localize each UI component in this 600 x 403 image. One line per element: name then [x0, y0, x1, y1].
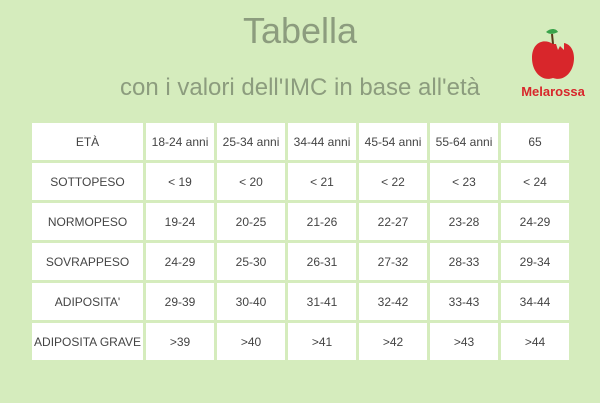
cell: >42	[359, 323, 427, 360]
title: Tabella	[242, 10, 358, 51]
cell: < 21	[288, 163, 356, 200]
cell: 55-64 anni	[430, 123, 498, 160]
cell: >40	[217, 323, 285, 360]
cell: 65	[501, 123, 569, 160]
cell: 29-39	[146, 283, 214, 320]
table-row: ADIPOSITA GRAVE >39 >40 >41 >42 >43 >44	[32, 323, 569, 360]
cell: >41	[288, 323, 356, 360]
cell: 24-29	[501, 203, 569, 240]
row-label: NORMOPESO	[32, 203, 143, 240]
cell: 29-34	[501, 243, 569, 280]
cell: 18-24 anni	[146, 123, 214, 160]
logo-apple	[532, 29, 574, 79]
cell: < 23	[430, 163, 498, 200]
brand: Melarossa	[521, 84, 585, 99]
subtitle: con i valori dell'IMC in base all'età	[120, 74, 480, 101]
cell: 33-43	[430, 283, 498, 320]
cell: 27-32	[359, 243, 427, 280]
header-row: ETÀ 18-24 anni 25-34 anni 34-44 anni 45-54 a…	[32, 123, 569, 160]
cell: 20-25	[217, 203, 285, 240]
table-row: SOVRAPPESO 24-29 25-30 26-31 27-32 28-33 29-34	[32, 243, 569, 280]
cell: < 24	[501, 163, 569, 200]
bmi-table: ETÀ 18-24 anni 25-34 anni 34-44 anni 45-54 a…	[29, 120, 572, 363]
cell: 34-44	[501, 283, 569, 320]
cell: < 20	[217, 163, 285, 200]
cell: 28-33	[430, 243, 498, 280]
cell: >44	[501, 323, 569, 360]
cell: 45-54 anni	[359, 123, 427, 160]
cell: 21-26	[288, 203, 356, 240]
row-label: SOVRAPPESO	[32, 243, 143, 280]
row-label: ADIPOSITA GRAVE	[32, 323, 143, 360]
cell: 24-29	[146, 243, 214, 280]
cell: 23-28	[430, 203, 498, 240]
cell: >39	[146, 323, 214, 360]
cell: 34-44 anni	[288, 123, 356, 160]
cell: < 19	[146, 163, 214, 200]
row-label: ETÀ	[32, 123, 143, 160]
row-label: SOTTOPESO	[32, 163, 143, 200]
row-label: ADIPOSITA'	[32, 283, 143, 320]
table-row: NORMOPESO 19-24 20-25 21-26 22-27 23-28 24-29	[32, 203, 569, 240]
cell: < 22	[359, 163, 427, 200]
cell: 26-31	[288, 243, 356, 280]
cell: >43	[430, 323, 498, 360]
cell: 31-41	[288, 283, 356, 320]
cell: 30-40	[217, 283, 285, 320]
table-row: SOTTOPESO < 19 < 20 < 21 < 22 < 23 < 24	[32, 163, 569, 200]
table-row: ADIPOSITA' 29-39 30-40 31-41 32-42 33-43 34-44	[32, 283, 569, 320]
cell: 25-34 anni	[217, 123, 285, 160]
cell: 19-24	[146, 203, 214, 240]
cell: 25-30	[217, 243, 285, 280]
cell: 32-42	[359, 283, 427, 320]
cell: 22-27	[359, 203, 427, 240]
